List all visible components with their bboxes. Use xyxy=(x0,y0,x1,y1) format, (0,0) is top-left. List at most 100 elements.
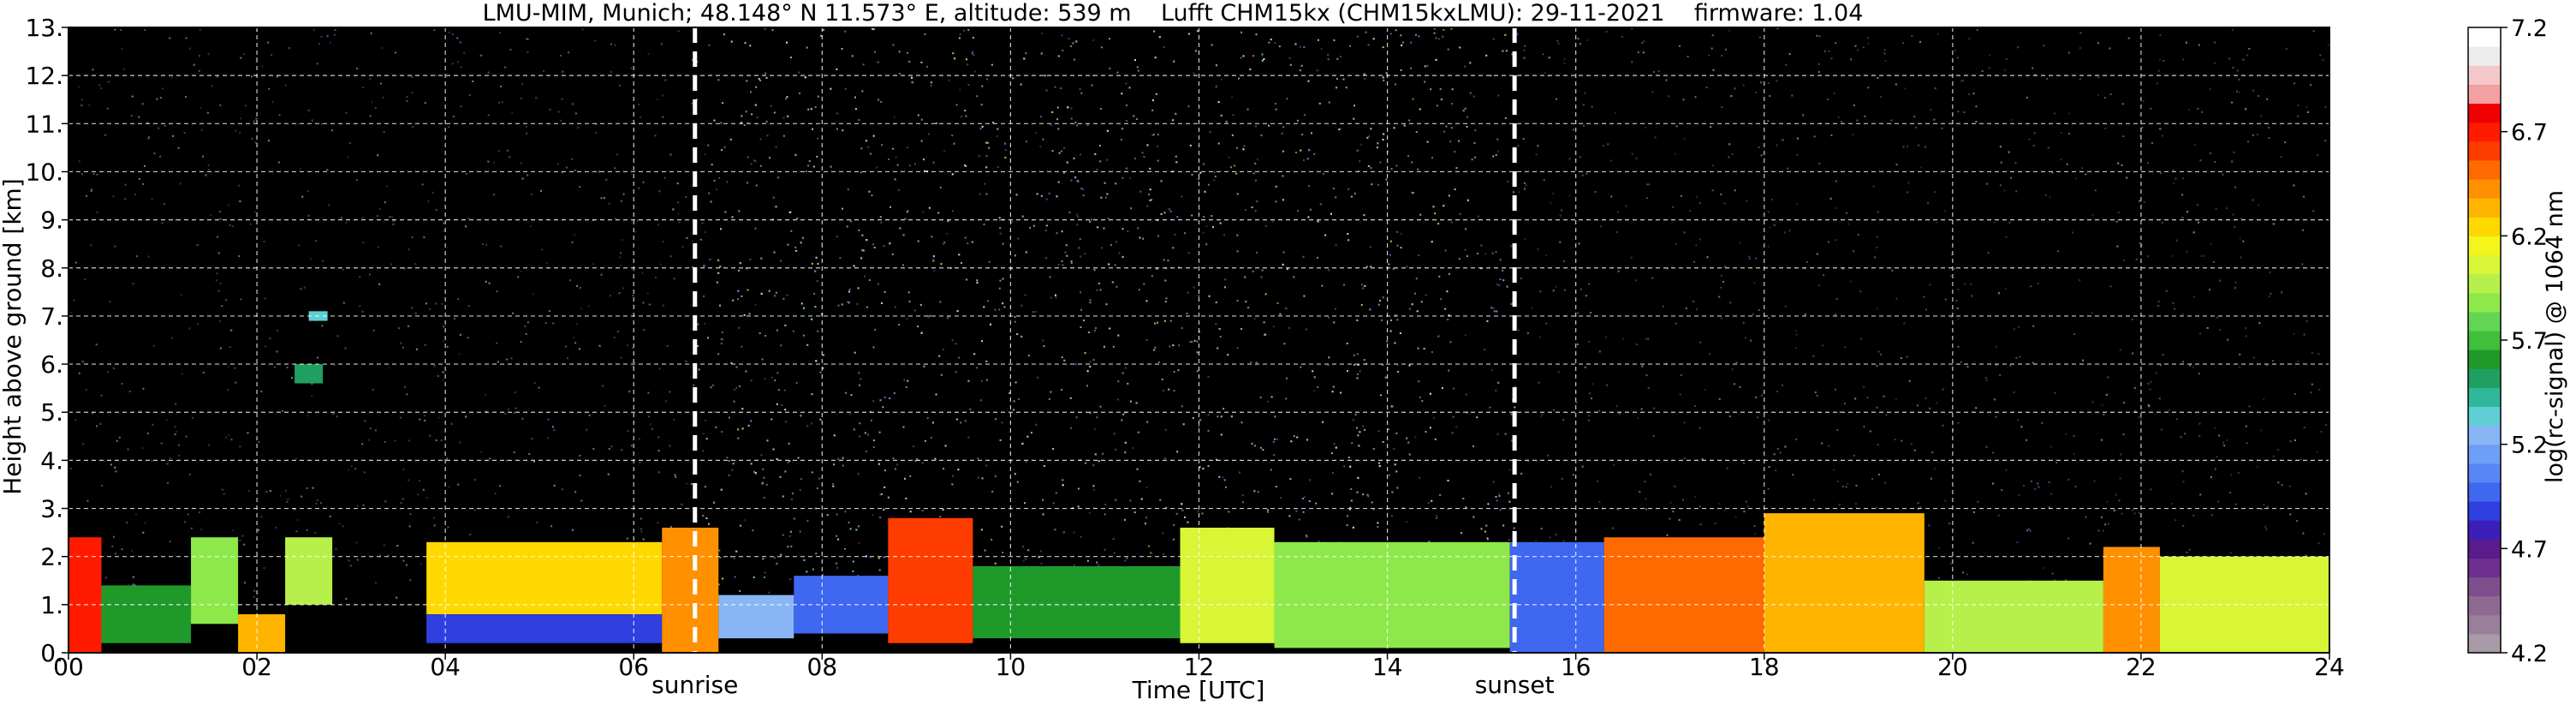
noise-speck xyxy=(278,114,281,117)
noise-speck xyxy=(433,29,436,32)
noise-speck xyxy=(1961,571,1964,574)
noise-speck xyxy=(764,335,767,337)
noise-speck xyxy=(1776,391,1778,392)
noise-speck xyxy=(2135,258,2138,260)
noise-speck xyxy=(1215,64,1217,67)
noise-speck xyxy=(842,464,844,467)
noise-speck xyxy=(1563,63,1566,64)
noise-speck xyxy=(750,91,752,93)
noise-speck xyxy=(210,214,212,217)
noise-speck xyxy=(699,238,702,241)
noise-speck xyxy=(1544,71,1546,74)
noise-speck xyxy=(1498,493,1501,495)
noise-speck xyxy=(1343,284,1345,286)
noise-speck xyxy=(1236,146,1239,149)
noise-speck xyxy=(1080,92,1083,94)
noise-speck xyxy=(2232,213,2234,216)
noise-speck xyxy=(1943,210,1946,212)
noise-speck xyxy=(1761,394,1763,397)
noise-speck xyxy=(2186,250,2188,253)
noise-speck xyxy=(1154,57,1157,59)
noise-speck xyxy=(1917,502,1919,505)
noise-speck xyxy=(2118,499,2121,502)
noise-speck xyxy=(1600,225,1602,228)
noise-speck xyxy=(981,340,983,343)
noise-speck xyxy=(1484,530,1486,533)
noise-speck xyxy=(121,48,123,51)
noise-speck xyxy=(994,308,996,311)
noise-speck xyxy=(1630,256,1633,259)
noise-speck xyxy=(2186,551,2188,553)
noise-speck xyxy=(2312,30,2315,33)
noise-speck xyxy=(253,596,255,598)
noise-speck xyxy=(1176,216,1179,218)
noise-speck xyxy=(1431,157,1433,159)
noise-speck xyxy=(124,198,127,200)
noise-speck xyxy=(2000,161,2002,164)
noise-speck xyxy=(1637,416,1639,419)
noise-speck xyxy=(1181,327,1183,330)
noise-speck xyxy=(976,95,979,98)
noise-speck xyxy=(1837,116,1840,118)
noise-speck xyxy=(1854,503,1857,505)
noise-speck xyxy=(1414,292,1416,295)
noise-speck xyxy=(1431,241,1433,243)
noise-speck xyxy=(229,224,231,226)
noise-speck xyxy=(738,210,741,212)
noise-speck xyxy=(737,428,739,431)
noise-speck xyxy=(315,240,318,242)
noise-speck xyxy=(202,371,205,373)
noise-speck xyxy=(735,366,738,368)
noise-speck xyxy=(1611,527,1614,529)
noise-speck xyxy=(1496,433,1499,435)
noise-speck xyxy=(2263,398,2265,401)
noise-speck xyxy=(1240,421,1243,424)
noise-speck xyxy=(1492,155,1495,158)
noise-speck xyxy=(1077,215,1079,218)
noise-speck xyxy=(2091,401,2094,403)
noise-speck xyxy=(1088,511,1091,514)
noise-speck xyxy=(1212,226,1214,229)
noise-speck xyxy=(1089,299,1092,302)
noise-speck xyxy=(820,34,823,37)
noise-speck xyxy=(1387,428,1389,431)
noise-speck xyxy=(1957,318,1960,320)
noise-speck xyxy=(2266,505,2269,508)
noise-speck xyxy=(228,434,230,437)
noise-speck xyxy=(854,108,857,111)
noise-speck xyxy=(798,71,800,74)
noise-speck xyxy=(704,153,706,156)
noise-speck xyxy=(169,541,171,543)
noise-speck xyxy=(2054,112,2055,115)
noise-speck xyxy=(2181,470,2184,473)
noise-speck xyxy=(1718,397,1721,400)
noise-speck xyxy=(1942,388,1944,391)
noise-speck xyxy=(608,202,610,205)
noise-speck xyxy=(560,119,562,122)
noise-speck xyxy=(1425,431,1427,433)
noise-speck xyxy=(78,160,80,163)
noise-speck xyxy=(2015,190,2018,193)
noise-speck xyxy=(1822,344,1823,347)
noise-speck xyxy=(552,322,555,325)
noise-speck xyxy=(1203,216,1205,218)
noise-speck xyxy=(1454,151,1456,153)
noise-speck xyxy=(1767,245,1770,248)
noise-speck xyxy=(1396,230,1399,233)
noise-speck xyxy=(1504,433,1507,435)
noise-speck xyxy=(1295,152,1297,154)
noise-speck xyxy=(574,234,576,236)
noise-speck xyxy=(2139,242,2141,244)
noise-speck xyxy=(2197,107,2199,110)
noise-speck xyxy=(1042,138,1044,140)
noise-speck xyxy=(487,160,490,163)
noise-speck xyxy=(710,386,712,389)
noise-speck xyxy=(940,373,943,376)
noise-speck xyxy=(883,556,885,559)
noise-speck xyxy=(1496,310,1498,313)
noise-speck xyxy=(1293,435,1295,438)
noise-speck xyxy=(1386,340,1389,343)
noise-speck xyxy=(1151,134,1154,136)
noise-speck xyxy=(651,427,653,430)
noise-speck xyxy=(1055,296,1057,299)
